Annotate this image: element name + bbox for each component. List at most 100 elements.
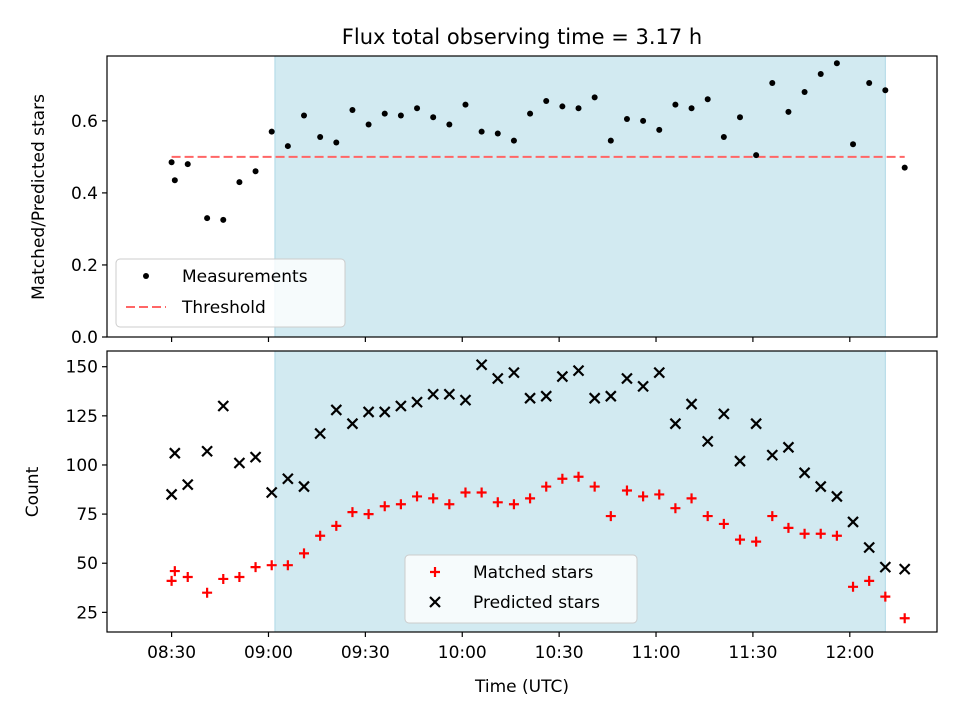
predicted-point xyxy=(669,417,682,430)
x-tick-label: 11:00 xyxy=(632,643,681,663)
x-tick-label: 08:30 xyxy=(147,643,196,663)
measurement-point xyxy=(591,94,598,101)
predicted-point xyxy=(181,478,194,491)
measurement-point xyxy=(236,179,243,186)
measurement-point xyxy=(184,161,191,168)
predicted-point xyxy=(588,392,601,404)
x-tick-label: 10:30 xyxy=(535,643,584,663)
matched-point xyxy=(899,613,910,624)
matched-point xyxy=(864,575,875,586)
y-tick-label: 0.0 xyxy=(71,328,98,348)
matched-point xyxy=(508,499,519,510)
matched-point xyxy=(799,528,810,539)
series-predicted-stars xyxy=(165,358,911,575)
predicted-point xyxy=(395,400,407,412)
measurement-point xyxy=(720,134,727,141)
matched-point xyxy=(347,507,358,518)
y-tick-label: 150 xyxy=(66,358,98,378)
measurement-point xyxy=(397,112,404,119)
predicted-point xyxy=(863,541,875,554)
matched-point xyxy=(218,573,229,584)
axes-frame xyxy=(106,350,938,633)
measurement-point xyxy=(381,110,388,117)
matched-point xyxy=(331,520,342,531)
matched-point xyxy=(751,536,762,547)
matched-point xyxy=(702,511,713,522)
predicted-point xyxy=(685,398,698,410)
bottom-panel: 25 50 75 100 125 150 08:30 09:00 09:30 10:00 10:30… xyxy=(66,350,938,663)
matched-point xyxy=(379,501,390,512)
predicted-point xyxy=(169,447,181,459)
measurement-point xyxy=(866,80,873,87)
matched-point xyxy=(541,481,552,492)
measurement-point xyxy=(317,134,324,141)
x-tick-label: 10:00 xyxy=(438,643,487,663)
predicted-point xyxy=(233,457,246,469)
matched-point xyxy=(638,491,649,502)
matched-point xyxy=(557,473,568,484)
predicted-point xyxy=(605,390,617,402)
matched-point xyxy=(444,499,455,510)
y-tick-label: 0.6 xyxy=(71,112,98,132)
matched-point xyxy=(412,491,423,502)
matched-point xyxy=(363,509,374,520)
measurement-point xyxy=(478,128,485,135)
measurement-point xyxy=(510,137,517,144)
legend-measurement-marker xyxy=(143,273,149,279)
predicted-point xyxy=(524,392,536,404)
series-measurements xyxy=(168,60,908,223)
measurement-point xyxy=(753,152,760,159)
matched-point xyxy=(831,530,842,541)
predicted-point xyxy=(330,404,343,416)
matched-point xyxy=(476,487,487,498)
matched-point xyxy=(315,530,326,541)
legend-predicted-marker xyxy=(429,596,441,608)
predicted-point xyxy=(217,400,230,412)
measurement-point xyxy=(446,121,453,128)
measurement-point xyxy=(349,107,356,114)
x-tick-label: 09:00 xyxy=(244,643,293,663)
measurement-point xyxy=(901,164,908,171)
measurement-point xyxy=(430,114,437,121)
measurement-point xyxy=(527,110,534,117)
matched-point xyxy=(848,581,859,592)
measurement-point xyxy=(168,159,175,166)
bottom-y-axis-label: Count xyxy=(23,466,43,517)
matched-point xyxy=(182,571,193,582)
legend-label: Matched stars xyxy=(473,563,593,583)
top-panel: 0.0 0.2 0.4 0.6 Measurements Threshold xyxy=(71,55,938,348)
measurement-point xyxy=(640,117,647,124)
predicted-point xyxy=(362,406,375,418)
legend-label: Measurements xyxy=(182,267,308,287)
y-tick-label: 50 xyxy=(76,554,98,574)
x-tick-label: 11:30 xyxy=(728,643,777,663)
measurement-point xyxy=(704,96,711,103)
measurement-point xyxy=(494,130,501,137)
predicted-point xyxy=(782,441,795,454)
legend-box xyxy=(404,554,638,624)
measurement-point xyxy=(171,177,178,184)
predicted-point xyxy=(653,366,666,379)
matched-point xyxy=(880,591,891,602)
predicted-point xyxy=(766,449,779,461)
predicted-point xyxy=(378,406,391,418)
predicted-point xyxy=(346,417,359,430)
legend-label: Predicted stars xyxy=(473,593,600,613)
measurement-point xyxy=(850,141,857,148)
legend-top: Measurements Threshold xyxy=(115,258,346,328)
measurement-point xyxy=(252,168,259,175)
predicted-point xyxy=(282,472,294,485)
predicted-point xyxy=(314,427,326,440)
predicted-point xyxy=(249,451,262,463)
measurement-point xyxy=(301,112,308,119)
measurement-point xyxy=(817,71,824,78)
measurement-point xyxy=(414,105,421,112)
matched-point xyxy=(428,493,439,504)
measurement-point xyxy=(220,216,227,223)
chart-title: Flux total observing time = 3.17 h xyxy=(342,25,702,49)
legend-box xyxy=(115,258,346,328)
predicted-point xyxy=(492,372,504,385)
matched-point xyxy=(686,493,697,504)
matched-point xyxy=(815,528,826,539)
